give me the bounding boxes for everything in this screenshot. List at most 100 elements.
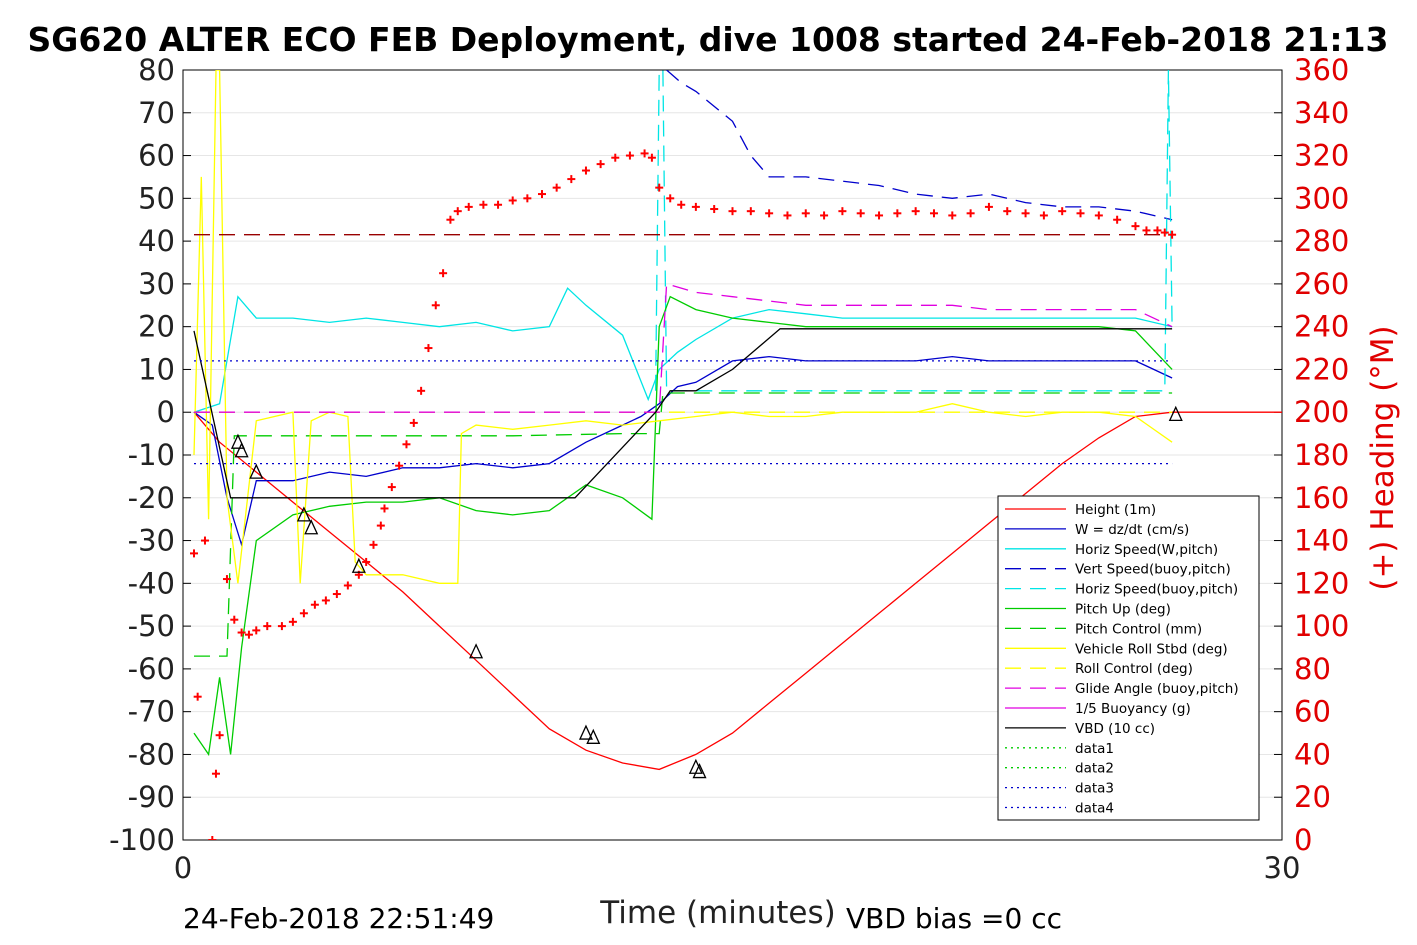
heading-point <box>277 622 286 631</box>
heading-point <box>409 418 418 427</box>
y-tick-label: 0 <box>157 395 175 429</box>
heading-point <box>581 166 590 175</box>
y-right-tick-label: 180 <box>1294 438 1349 472</box>
heading-point <box>710 205 719 214</box>
triangle-marker <box>1168 405 1183 422</box>
y-right-tick-label: 60 <box>1294 695 1331 729</box>
y-right-tick-label: 80 <box>1294 652 1331 686</box>
y-axis-right-label: (+) Heading (°M) <box>1365 325 1401 590</box>
heading-point <box>1153 226 1162 235</box>
y-right-tick-label: 220 <box>1294 352 1349 386</box>
y-tick-label: 20 <box>138 310 175 344</box>
y-tick-label: 60 <box>138 139 175 173</box>
series-pitch-control-mm <box>194 392 1173 657</box>
x-tick-label: 30 <box>1264 851 1301 885</box>
series-layer <box>193 70 1282 771</box>
legend-label: Horiz Speed(buoy,pitch) <box>1075 582 1238 598</box>
heading-point <box>838 207 847 216</box>
y-tick-label: 10 <box>138 352 175 386</box>
y-axis-right: 3603403203002802602402202001801601401201… <box>1274 53 1349 857</box>
heading-point <box>263 622 272 631</box>
legend-label: Horiz Speed(W,pitch) <box>1075 542 1218 558</box>
heading-point <box>244 630 253 639</box>
heading-point <box>1160 228 1169 237</box>
y-tick-label: 80 <box>138 53 175 87</box>
y-right-tick-label: 320 <box>1294 139 1349 173</box>
heading-point <box>783 211 792 220</box>
heading-point <box>596 160 605 169</box>
heading-point <box>193 692 202 701</box>
heading-point <box>691 202 700 211</box>
legend-label: Roll Control (deg) <box>1075 661 1193 677</box>
series-w-dz-dt-cm-s <box>193 355 1173 548</box>
series-vert-speed-buoy-pitch <box>666 70 1173 221</box>
y-tick-label: -80 <box>128 737 175 771</box>
triangle-marker <box>578 724 593 740</box>
y-right-tick-label: 0 <box>1294 823 1312 857</box>
heading-point <box>640 149 649 158</box>
chart-title: SG620 ALTER ECO FEB Deployment, dive 100… <box>27 20 1388 59</box>
legend-label: Pitch Up (deg) <box>1075 602 1171 618</box>
heading-point <box>369 540 378 549</box>
heading-point <box>728 207 737 216</box>
footer-timestamp: 24-Feb-2018 22:51:49 <box>183 902 494 935</box>
y-right-tick-label: 40 <box>1294 737 1331 771</box>
heading-point <box>424 344 433 353</box>
heading-point <box>1076 209 1085 218</box>
y-right-tick-label: 120 <box>1294 566 1349 600</box>
heading-point <box>1131 222 1140 231</box>
legend-label: data1 <box>1075 741 1114 757</box>
heading-point <box>1094 211 1103 220</box>
heading-point <box>453 207 462 216</box>
triangle-marker <box>351 557 366 573</box>
y-tick-label: -40 <box>128 566 175 600</box>
heading-point <box>1039 211 1048 220</box>
heading-point <box>362 557 371 566</box>
series-horiz-speed-w-pitch <box>193 287 1173 413</box>
heading-point <box>237 628 246 637</box>
y-tick-label: -10 <box>128 438 175 472</box>
y-right-tick-label: 160 <box>1294 481 1349 515</box>
heading-point <box>321 596 330 605</box>
x-axis: 0 30 <box>174 832 1301 885</box>
y-right-tick-label: 100 <box>1294 609 1349 643</box>
y-right-tick-label: 360 <box>1294 53 1349 87</box>
heading-point <box>402 440 411 449</box>
y-right-tick-label: 280 <box>1294 224 1349 258</box>
y-right-tick-label: 20 <box>1294 780 1331 814</box>
legend-label: Glide Angle (buoy,pitch) <box>1075 681 1239 697</box>
heading-point <box>1142 226 1151 235</box>
heading-point <box>494 200 503 209</box>
heading-point <box>431 301 440 310</box>
heading-point <box>746 207 755 216</box>
heading-point <box>929 209 938 218</box>
legend-label: data2 <box>1075 761 1114 777</box>
heading-point <box>417 386 426 395</box>
heading-point <box>523 194 532 203</box>
legend-label: VBD (10 cc) <box>1075 721 1155 737</box>
heading-point <box>387 483 396 492</box>
heading-layer <box>189 149 1177 840</box>
heading-point <box>611 153 620 162</box>
y-tick-label: -70 <box>128 695 175 729</box>
marker-layer <box>230 405 1183 779</box>
heading-point <box>446 215 455 224</box>
heading-point <box>1058 207 1067 216</box>
y-right-tick-label: 140 <box>1294 524 1349 558</box>
series-vbd-10-cc <box>193 328 1173 499</box>
series-pitch-up-deg <box>193 295 1173 757</box>
heading-point <box>211 769 220 778</box>
heading-point <box>655 183 664 192</box>
heading-point <box>552 183 561 192</box>
heading-point <box>984 202 993 211</box>
heading-point <box>208 836 217 840</box>
triangle-marker <box>692 763 707 779</box>
heading-point <box>875 211 884 220</box>
heading-point <box>380 504 389 513</box>
heading-point <box>288 617 297 626</box>
triangle-marker <box>249 463 264 479</box>
legend-label: Height (1m) <box>1075 502 1156 518</box>
x-axis-label: Time (minutes) <box>599 895 835 931</box>
legend-label: Pitch Control (mm) <box>1075 621 1202 637</box>
